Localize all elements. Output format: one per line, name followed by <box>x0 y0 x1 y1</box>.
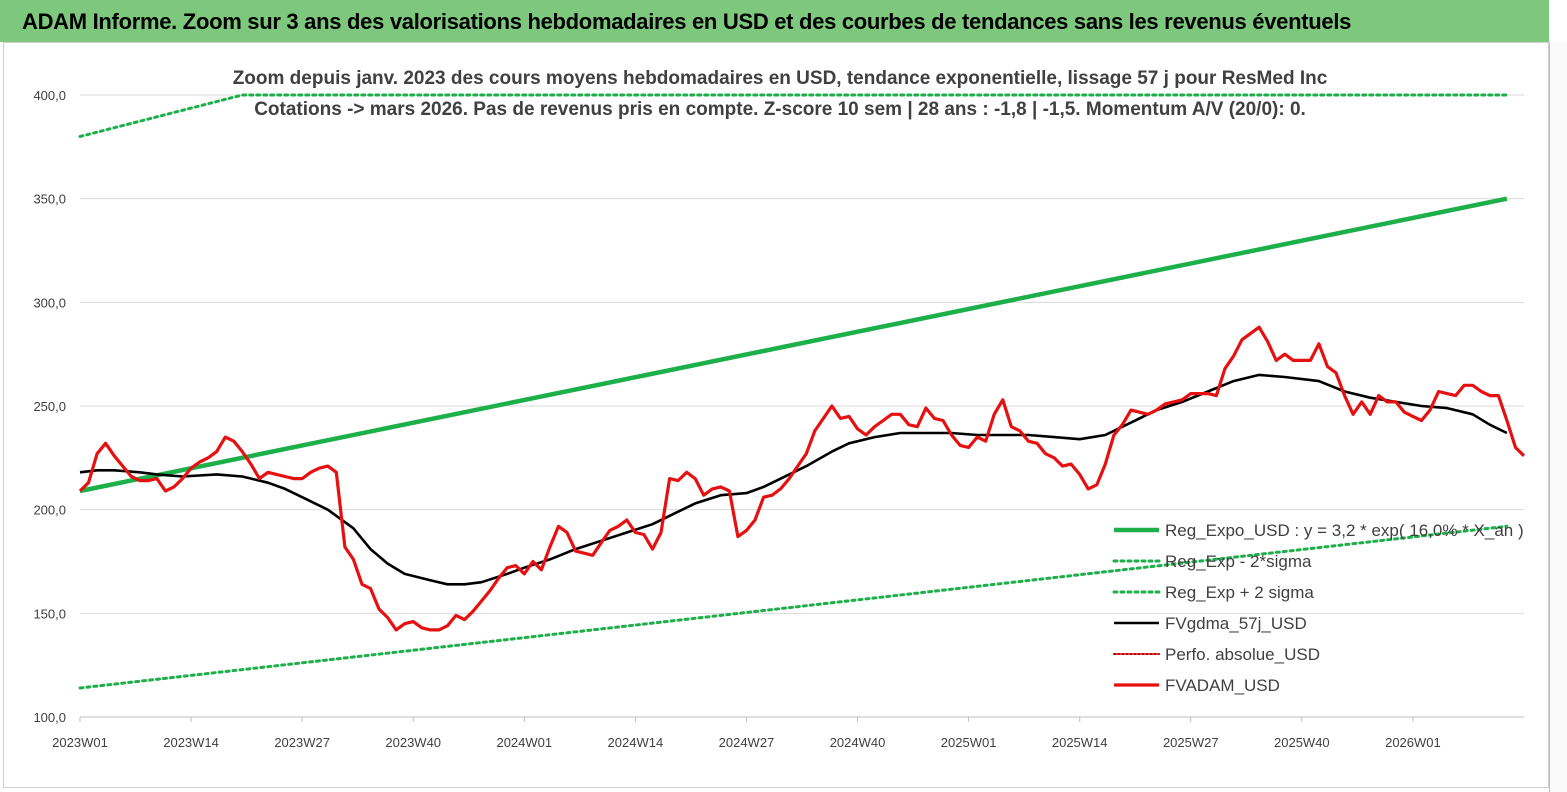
legend-label: FVADAM_USD <box>1165 676 1280 695</box>
x-tick-label: 2024W40 <box>830 735 886 750</box>
series-line-1 <box>78 524 1509 690</box>
y-tick-label: 150,0 <box>33 606 66 621</box>
scrollbar-strip[interactable] <box>1549 42 1567 792</box>
y-tick-label: 250,0 <box>33 399 66 414</box>
x-tick-label: 2024W27 <box>719 735 775 750</box>
x-tick-label: 2023W14 <box>163 735 219 750</box>
legend-label: FVgdma_57j_USD <box>1165 614 1307 633</box>
y-tick-label: 350,0 <box>33 192 66 207</box>
legend-label: Reg_Exp - 2*sigma <box>1165 552 1312 571</box>
x-tick-label: 2024W14 <box>608 735 664 750</box>
plot-area-border <box>3 42 1549 788</box>
y-tick-label: 400,0 <box>33 88 66 103</box>
series-lines <box>78 93 1526 690</box>
y-axis-ticks: 100,0 150,0 200,0 250,0 300,0 350,0 400,0 <box>33 88 66 725</box>
x-tick-label: 2024W01 <box>496 735 552 750</box>
x-tick-label: 2025W40 <box>1274 735 1330 750</box>
series-line-5 <box>78 325 1526 632</box>
x-tick-label: 2023W40 <box>385 735 441 750</box>
legend-label: Perfo. absolue_USD <box>1165 645 1320 664</box>
title-banner: ADAM Informe. Zoom sur 3 ans des valoris… <box>0 0 1549 42</box>
x-tick-label: 2026W01 <box>1385 735 1441 750</box>
x-axis-ticks: 2023W01 2023W14 2023W27 2023W40 2024W01 2024W… <box>52 716 1524 750</box>
series-line-2 <box>78 93 1509 138</box>
subtitle-line: Zoom depuis janv. 2023 des cours moyens … <box>233 68 1328 89</box>
x-tick-label: 2025W14 <box>1052 735 1108 750</box>
y-tick-label: 300,0 <box>33 295 66 310</box>
legend-label: Reg_Expo_USD : y = 3,2 * exp( 16,0% * X_… <box>1165 521 1524 540</box>
y-tick-label: 100,0 <box>33 710 66 725</box>
banner-title: ADAM Informe. Zoom sur 3 ans des valoris… <box>22 9 1352 34</box>
series-line-3 <box>79 373 1508 586</box>
chart-subtitle: Zoom depuis janv. 2023 des cours moyens … <box>233 68 1328 120</box>
chart-legend: Reg_Expo_USD : y = 3,2 * exp( 16,0% * X_… <box>1112 521 1524 695</box>
x-tick-label: 2025W27 <box>1163 735 1219 750</box>
gridlines <box>80 94 1524 718</box>
legend-label: Reg_Exp + 2 sigma <box>1165 583 1314 602</box>
x-tick-label: 2025W01 <box>941 735 997 750</box>
series-line-0 <box>79 196 1508 494</box>
x-tick-label: 2023W01 <box>52 735 108 750</box>
y-tick-label: 200,0 <box>33 503 66 518</box>
x-tick-label: 2023W27 <box>274 735 330 750</box>
subtitle-line: Cotations -> mars 2026. Pas de revenus p… <box>254 99 1306 120</box>
